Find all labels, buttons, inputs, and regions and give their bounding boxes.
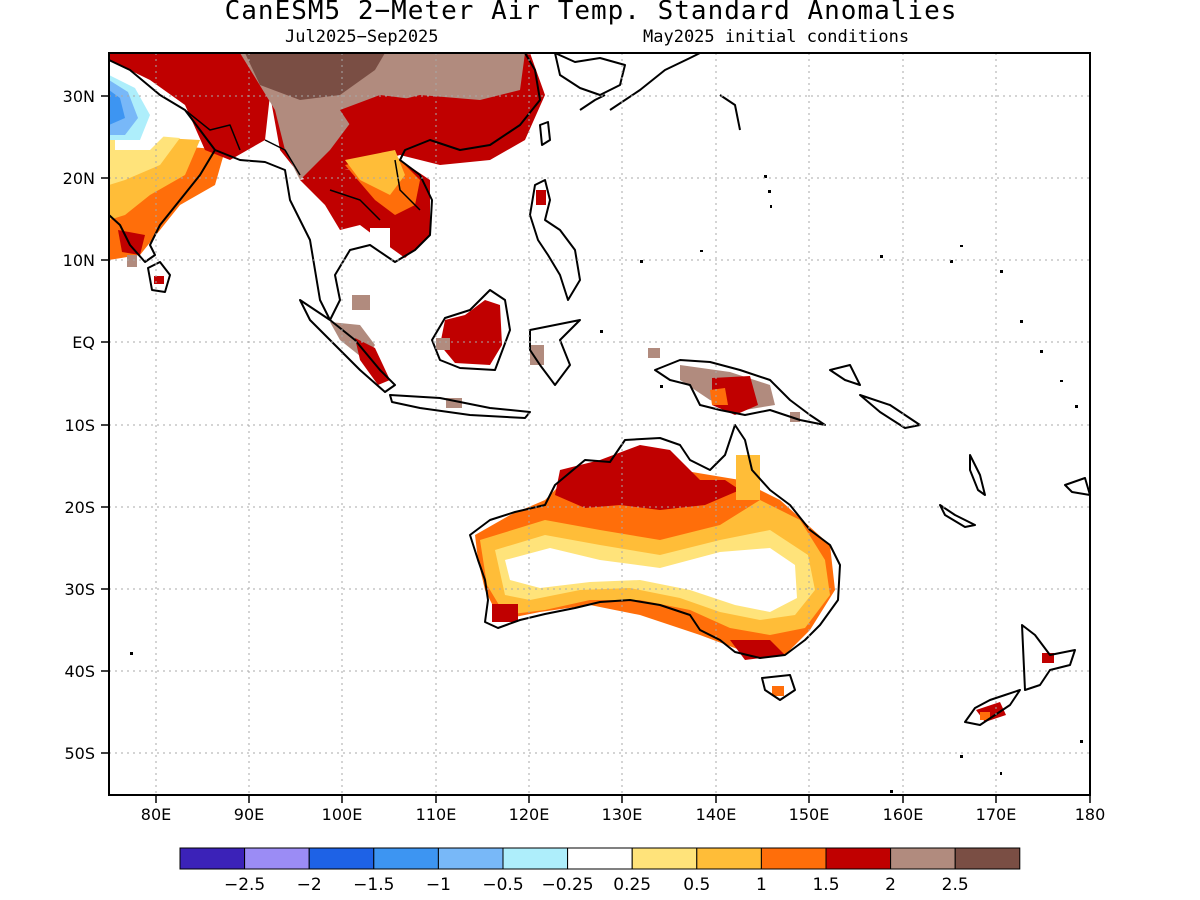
colorbar-label: −2 [297, 875, 322, 895]
lon-label: 150E [789, 805, 830, 824]
lat-label: 40S [64, 662, 95, 681]
latitude-labels: 30N 20N 10N EQ 10S 20S 30S 40S 50S [63, 87, 95, 763]
colorbar-swatch [502, 847, 569, 870]
coast-fiji [1064, 477, 1090, 496]
shade-china-brown [245, 53, 385, 100]
lat-label: 30N [63, 87, 95, 106]
coast-india [109, 59, 216, 263]
shade-india-red [109, 53, 270, 160]
coast-bay-myanmar [214, 149, 331, 321]
coast-vanuatu [969, 454, 986, 496]
colorbar-swatch [567, 847, 633, 870]
lon-label: 180 [1075, 805, 1106, 824]
shade-indochina-light [345, 150, 405, 195]
shade-china-red2 [340, 95, 430, 140]
shade-ng-orange [710, 388, 728, 405]
colorbar-swatch [954, 847, 1021, 870]
forecast-period: Jul2025−Sep2025 [285, 27, 439, 47]
colorbar-swatch [825, 847, 892, 870]
colorbar: −2.5 −2 −1.5 −1 −0.5 −0.25 0.25 0.5 1 1.5 2 2.5 [179, 847, 1021, 895]
colorbar-swatch [373, 847, 439, 870]
lat-label: 10S [64, 416, 95, 435]
lon-label: 130E [602, 805, 643, 824]
coast-philippines [529, 179, 581, 301]
colorbar-swatch [244, 847, 310, 870]
longitude-labels: 80E 90E 100E 110E 120E 130E 140E 150E 16… [141, 805, 1106, 824]
coast-border-lines [184, 109, 421, 221]
lon-label: 140E [696, 805, 737, 824]
tick-marks [101, 95, 1091, 803]
coastlines [109, 53, 1090, 726]
coast-nz-north [1021, 624, 1076, 691]
colorbar-swatch [890, 847, 956, 870]
coast-japan [554, 53, 701, 111]
small-islands [130, 175, 1083, 793]
lat-label: 10N [63, 251, 95, 270]
map-title: CanESM5 2−Meter Air Temp. Standard Anoma… [224, 0, 958, 26]
shade-borneo-red [440, 300, 502, 365]
plot-frame [108, 52, 1091, 796]
lon-label: 110E [416, 805, 457, 824]
anomaly-shading [109, 53, 1054, 722]
coast-sulawesi [529, 319, 581, 386]
lat-label: EQ [72, 333, 95, 352]
lon-label: 100E [322, 805, 363, 824]
lat-label: 20S [64, 498, 95, 517]
colorbar-label: 0.25 [613, 875, 651, 895]
lon-label: 90E [234, 805, 264, 824]
coast-borneo [431, 289, 511, 371]
colorbar-label: −0.5 [482, 875, 523, 895]
colorbar-label: −1 [426, 875, 451, 895]
shade-aus-white [505, 548, 797, 612]
coast-java [389, 394, 531, 419]
grid-lines [109, 53, 1090, 795]
colorbar-swatch [696, 847, 762, 870]
coast-srilanka [147, 261, 171, 293]
colorbar-swatch [760, 847, 827, 870]
coast-newguinea [654, 359, 826, 426]
coast-ryukyu [579, 94, 741, 131]
lon-label: 80E [141, 805, 171, 824]
lon-label: 120E [509, 805, 550, 824]
coast-tasmania [761, 674, 796, 701]
coast-nz-south [964, 689, 1021, 726]
colorbar-label: 0.5 [683, 875, 710, 895]
lat-label: 30S [64, 580, 95, 599]
coast-taiwan [539, 121, 551, 146]
colorbar-label: 2 [885, 875, 896, 895]
coast-png-islands [829, 364, 921, 429]
colorbar-label: −2.5 [224, 875, 265, 895]
colorbar-swatch [437, 847, 504, 870]
lon-label: 160E [883, 805, 924, 824]
colorbar-label: −0.25 [542, 875, 594, 895]
colorbar-label: 2.5 [942, 875, 969, 895]
colorbar-label: 1 [756, 875, 767, 895]
colorbar-swatch [631, 847, 698, 870]
coast-solomon [939, 504, 976, 528]
shade-ng-red [712, 376, 758, 415]
lon-label: 170E [976, 805, 1017, 824]
colorbar-label: −1.5 [353, 875, 394, 895]
colorbar-swatch [179, 847, 246, 870]
colorbar-label: 1.5 [812, 875, 839, 895]
lat-label: 20N [63, 169, 95, 188]
colorbar-swatch [308, 847, 375, 870]
initial-conditions: May2025 initial conditions [643, 27, 910, 47]
lat-label: 50S [64, 744, 95, 763]
shade-india-blue1 [109, 90, 125, 125]
coast-indochina [329, 53, 541, 321]
